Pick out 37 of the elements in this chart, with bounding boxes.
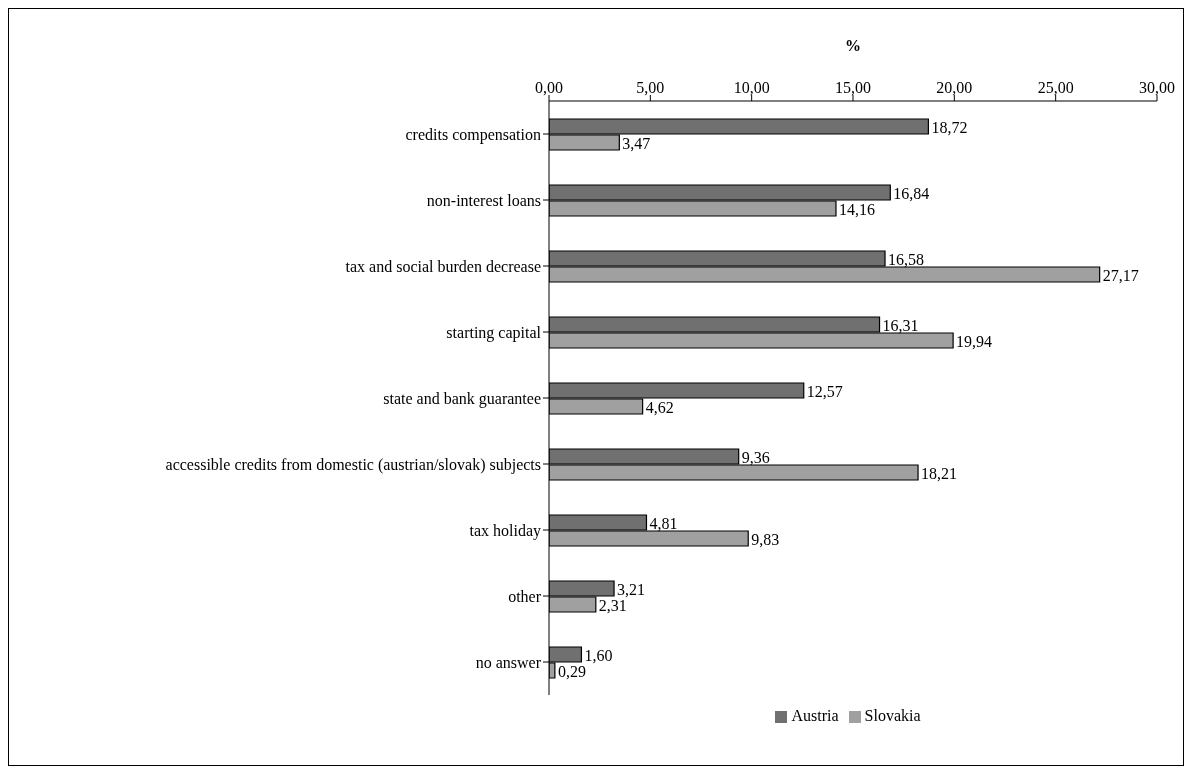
data-label: 18,21 xyxy=(921,464,958,482)
data-label: 18,72 xyxy=(931,118,968,136)
data-label: 16,84 xyxy=(893,184,930,202)
x-tick-label: 0,00 xyxy=(535,79,563,96)
data-label: 19,94 xyxy=(956,332,993,350)
data-label: 14,16 xyxy=(838,200,875,218)
data-label: 12,57 xyxy=(806,382,843,400)
legend-label: Austria xyxy=(791,707,839,724)
data-label: 2,31 xyxy=(598,596,627,614)
y-tick-label: tax and social burden decrease xyxy=(345,257,541,275)
y-tick-label: state and bank guarantee xyxy=(383,389,541,408)
x-tick-label: 15,00 xyxy=(835,79,871,96)
y-tick-label: starting capital xyxy=(446,323,542,342)
y-tick-label: other xyxy=(508,587,542,605)
data-label: 4,62 xyxy=(645,398,674,416)
y-tick-label: non-interest loans xyxy=(426,191,541,209)
data-label: 3,21 xyxy=(617,580,646,598)
x-axis-title: % xyxy=(845,37,861,54)
data-label: 4,81 xyxy=(649,514,678,532)
data-label: 16,31 xyxy=(882,316,919,334)
y-tick-label: accessible credits from domestic (austrian/slovak) subjects xyxy=(165,455,541,474)
y-tick-label: credits compensation xyxy=(405,125,541,144)
x-tick-label: 25,00 xyxy=(1037,79,1074,96)
y-tick-label: tax holiday xyxy=(469,521,541,540)
data-label: 9,83 xyxy=(751,530,780,548)
data-label: 16,58 xyxy=(888,250,925,268)
data-label: 1,60 xyxy=(584,646,613,664)
x-tick-label: 10,00 xyxy=(733,79,770,96)
data-label: 3,47 xyxy=(622,134,651,152)
legend-label: Slovakia xyxy=(864,707,921,724)
y-tick-label: no answer xyxy=(475,653,542,671)
x-tick-label: 30,00 xyxy=(1139,79,1175,96)
data-label: 27,17 xyxy=(1102,266,1139,284)
x-tick-label: 5,00 xyxy=(636,79,665,96)
data-label: 9,36 xyxy=(741,448,770,466)
data-label: 0,29 xyxy=(557,662,586,680)
x-tick-label: 20,00 xyxy=(936,79,973,96)
